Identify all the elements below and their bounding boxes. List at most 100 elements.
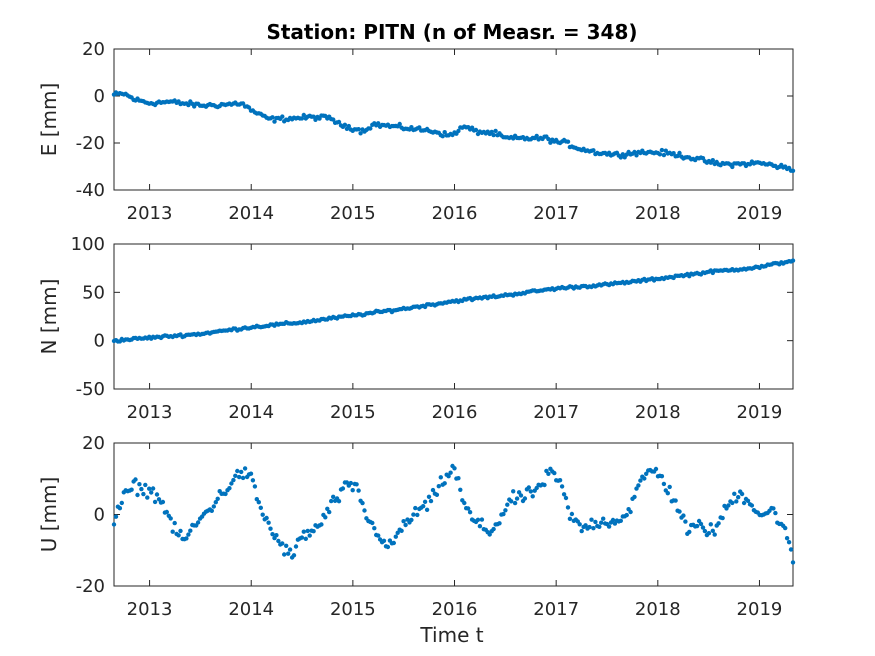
- panel-e-point: [397, 121, 402, 127]
- panel-u-point: [301, 529, 306, 534]
- panel-u-x-tick-label: 2014: [228, 599, 274, 620]
- panel-u-point: [501, 511, 506, 517]
- panel-u-x-tick-label: 2016: [432, 599, 478, 620]
- panel-e-point: [546, 136, 551, 142]
- panel-u-point: [372, 526, 377, 531]
- panel-u-point: [653, 466, 659, 472]
- panel-u-point: [456, 476, 461, 481]
- panel-n-points: [111, 258, 796, 344]
- panel-u-point: [188, 528, 193, 533]
- panel-u-point: [587, 524, 592, 530]
- panel-u-point: [601, 516, 606, 521]
- panel-u-point: [215, 496, 220, 501]
- panel-u-point: [706, 531, 712, 536]
- panel-u-point: [252, 484, 258, 489]
- chart-title: Station: PITN (n of Measr. = 348): [266, 20, 637, 44]
- panel-e-point: [661, 152, 667, 158]
- panel-u-point: [401, 519, 406, 524]
- panel-e-point: [730, 164, 735, 170]
- panel-e-x-tick-label: 2019: [737, 203, 783, 224]
- panel-u-point: [634, 486, 639, 491]
- panel-u-point: [376, 533, 381, 538]
- panel-n-x-tick-label: 2016: [432, 402, 478, 423]
- panel-u-point: [422, 499, 428, 504]
- panel-u-point: [426, 494, 432, 499]
- panel-u-point: [274, 533, 279, 538]
- panel-e-point: [591, 148, 596, 153]
- panel-u-point: [176, 533, 181, 538]
- panel-u-point: [362, 508, 367, 513]
- panel-n-y-tick-label: 50: [82, 282, 105, 303]
- panel-u-point: [606, 524, 612, 529]
- panel-u-point: [552, 470, 557, 476]
- panel-u-point: [266, 520, 271, 525]
- panel-u-point: [497, 521, 502, 526]
- panel-u-point: [790, 560, 796, 565]
- panel-e-y-tick-label: 0: [94, 86, 105, 107]
- panel-u-point: [291, 553, 297, 558]
- panel-e-frame: [113, 48, 794, 191]
- panel-n-x-tick-label: 2019: [737, 402, 783, 423]
- panel-u-point: [237, 474, 242, 480]
- panel-u-point: [113, 514, 119, 519]
- panel-u-point: [403, 522, 408, 528]
- panel-u-point: [530, 494, 535, 499]
- panel-u-y-tick-label: 20: [82, 433, 105, 454]
- panel-u-point: [462, 500, 467, 506]
- panel-u-point: [522, 496, 528, 501]
- panel-u-y-tick-label: 0: [94, 505, 105, 526]
- panel-u-point: [311, 529, 316, 534]
- panel-u-point: [209, 508, 214, 513]
- panel-u-point: [213, 500, 218, 505]
- panel-e-point: [280, 114, 285, 119]
- panel-u-point: [150, 486, 156, 491]
- panel-n-x-tick-label: 2017: [533, 402, 579, 423]
- panel-e-point: [270, 115, 275, 120]
- panel-e-x-tick-label: 2013: [127, 203, 173, 224]
- panel-u-point: [467, 510, 473, 515]
- panel-u-point: [589, 517, 594, 522]
- panel-e-point: [417, 125, 422, 130]
- panel-u-point: [415, 512, 420, 518]
- panel-e-x-tick-label: 2016: [432, 203, 478, 224]
- panel-u-point: [563, 495, 569, 501]
- panel-u-point: [184, 536, 189, 541]
- panel-u-point: [557, 478, 563, 483]
- panel-u-x-tick-label: 2013: [127, 599, 173, 620]
- panel-u-point: [186, 532, 191, 537]
- panel-u-point: [327, 509, 332, 515]
- panel-u-point: [745, 498, 751, 503]
- panel-u-ylabel: U [mm]: [37, 477, 61, 553]
- panel-u-point: [287, 547, 293, 552]
- panel-u-y-tick-label: -20: [76, 576, 105, 597]
- panel-u-point: [240, 475, 246, 481]
- panel-u-point: [700, 525, 706, 530]
- panel-u-point: [391, 540, 396, 546]
- panel-u-point: [348, 480, 353, 486]
- panel-u-point: [399, 528, 404, 533]
- panel-u-point: [673, 498, 678, 503]
- panel-e-y-tick-label: -20: [76, 133, 105, 154]
- x-axis-label: Time t: [419, 623, 483, 647]
- panel-u-point: [172, 520, 177, 526]
- panel-u-point: [231, 477, 236, 483]
- panel-u-point: [156, 497, 162, 502]
- panel-u-point: [642, 476, 647, 481]
- panel-u-point: [683, 519, 688, 524]
- panel-u-point: [421, 504, 426, 509]
- panel-e-point: [356, 127, 361, 132]
- panel-u-point: [561, 492, 567, 497]
- panel-u-point: [710, 528, 715, 533]
- panel-u-point: [428, 498, 434, 504]
- panel-u-point: [726, 503, 731, 508]
- panel-u-point: [340, 486, 346, 491]
- panel-u-points: [111, 463, 796, 565]
- panel-u-point: [303, 536, 308, 541]
- panel-u-point: [147, 486, 152, 491]
- panel-e-point: [301, 112, 306, 118]
- panel-u-point: [452, 466, 457, 471]
- panel-u-point: [135, 492, 140, 498]
- panel-u-point: [129, 487, 134, 492]
- panel-e-point: [346, 123, 351, 129]
- panel-u-point: [284, 543, 289, 548]
